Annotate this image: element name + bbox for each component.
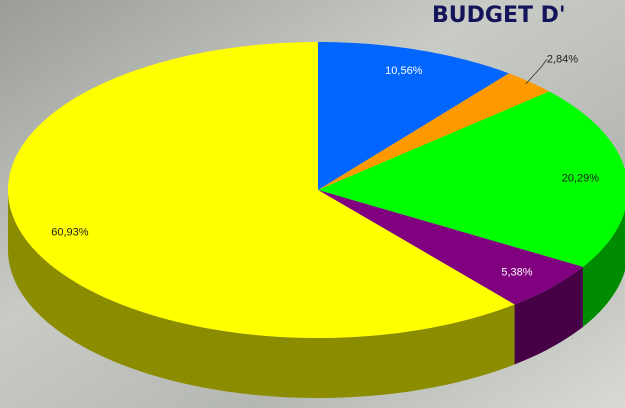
slice (8, 42, 515, 338)
data-label: 5,38% (501, 266, 532, 278)
chart-title: BUDGET D' (432, 3, 566, 28)
data-label: 2,84% (547, 53, 578, 65)
slice (318, 91, 625, 267)
slice-side (514, 266, 583, 365)
slice-side (8, 190, 515, 398)
slice (318, 42, 509, 190)
data-label: 60,93% (51, 226, 89, 238)
data-label: 10,56% (385, 65, 423, 77)
leader-line (525, 59, 548, 85)
data-label: 20,29% (562, 172, 600, 184)
slice (318, 73, 550, 190)
slice-side (582, 210, 625, 327)
slice (318, 190, 583, 305)
